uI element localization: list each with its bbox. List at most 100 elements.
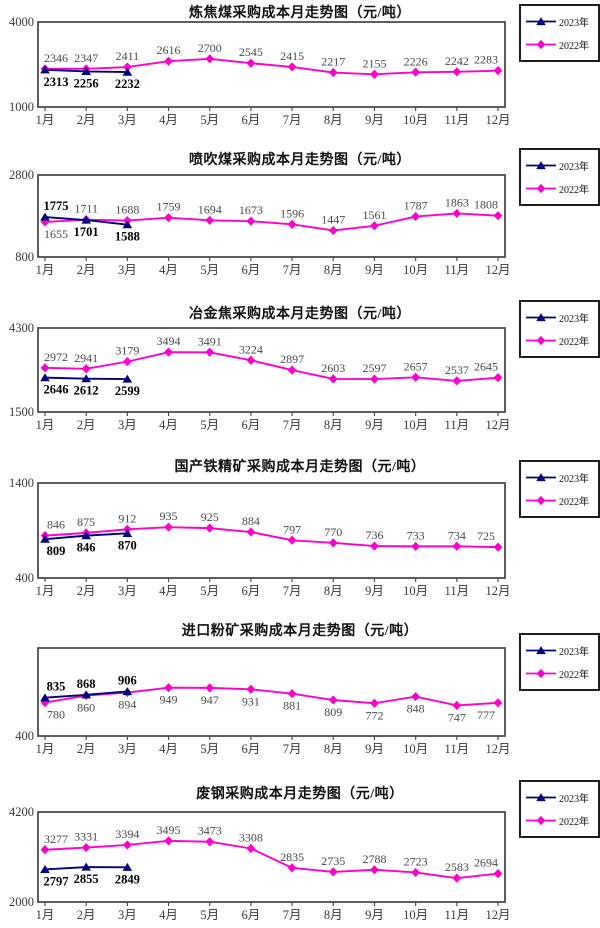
data-point-label: 2346	[44, 51, 68, 65]
legend-label: 2023年	[559, 162, 589, 173]
legend-entry-2022: 2022年	[526, 666, 593, 681]
series-2022-marker-icon	[246, 684, 256, 694]
series-2022-marker-icon	[411, 67, 421, 77]
data-point-label: 935	[160, 509, 178, 523]
legend-scrap-steel: 2023年 2022年	[519, 780, 600, 838]
chart-block-coking-coal: 炼焦煤采购成本月走势图（元/吨） 4000 1000 1月 2月 3月 4月 5月 6月 7月 8月…	[0, 0, 600, 145]
x-axis-month-label: 10月	[403, 113, 428, 127]
data-point-label: 947	[201, 693, 219, 707]
chart-block-imported-fine-ore: 进口粉矿采购成本月走势图（元/吨） 400 1月 2月 3月 4月 5月 6月 7月 8月 9月 10…	[0, 610, 600, 765]
data-point-label: 949	[160, 693, 178, 707]
x-axis-month-label: 3月	[118, 742, 137, 756]
series-2023-marker-icon	[40, 212, 50, 221]
data-point-label: 3494	[157, 334, 181, 348]
series-2022-marker-icon	[493, 698, 503, 708]
x-axis-month-label: 2月	[77, 113, 96, 127]
data-point-label: 770	[324, 525, 342, 539]
x-axis-month-label: 9月	[365, 113, 384, 127]
series-2022-marker-icon	[40, 845, 50, 855]
data-point-label: 3495	[157, 823, 181, 837]
x-axis-month-label: 8月	[324, 263, 343, 277]
x-axis-month-label: 9月	[365, 584, 384, 598]
data-point-label: 3331	[74, 830, 98, 844]
legend-marker-icon	[536, 495, 546, 506]
x-axis-month-label: 9月	[365, 263, 384, 277]
data-point-label: 2313	[44, 75, 69, 89]
y-axis-min-label: 400	[15, 729, 34, 743]
chart-block-domestic-iron-concentrate: 国产铁精矿采购成本月走势图（元/吨） 1400 400 1月 2月 3月 4月 5月 6月 7月 8…	[0, 450, 600, 610]
series-2022-marker-icon	[246, 216, 256, 226]
series-2022-marker-icon	[452, 873, 462, 883]
legend-label: 2022年	[559, 817, 589, 828]
data-point-label: 1808	[474, 198, 498, 212]
legend-marker-icon	[536, 815, 546, 826]
plot-border	[37, 647, 506, 737]
data-point-label: 2645	[474, 360, 498, 374]
x-axis-month-label: 1月	[36, 742, 55, 756]
y-axis-min-label: 1000	[9, 100, 34, 114]
data-point-label: 2155	[362, 56, 386, 70]
legend-sample-triangle-icon	[526, 17, 556, 26]
data-point-label: 2242	[445, 54, 469, 68]
x-axis-month-label: 3月	[118, 113, 137, 127]
series-2023-marker-icon	[122, 67, 133, 76]
legend-marker-icon	[536, 39, 546, 50]
series-2022-marker-icon	[411, 691, 421, 702]
data-point-label: 870	[118, 538, 137, 552]
data-point-label: 2694	[474, 856, 498, 870]
x-axis-month-label: 11月	[445, 263, 470, 277]
y-axis-max-label: 2800	[9, 168, 34, 182]
x-axis-month-label: 6月	[242, 908, 261, 922]
data-point-label: 2616	[157, 43, 181, 57]
x-axis-month-label: 7月	[283, 113, 302, 127]
x-axis-month-label: 12月	[485, 584, 510, 598]
data-point-label: 912	[118, 511, 136, 525]
legend-marker-icon	[536, 668, 546, 679]
series-2023-marker-icon	[122, 220, 133, 229]
x-axis-month-label: 4月	[159, 908, 178, 922]
x-axis-month-label: 6月	[242, 113, 261, 127]
x-axis-month-label: 4月	[159, 742, 178, 756]
x-axis-month-label: 3月	[118, 263, 137, 277]
series-2023-marker-icon	[81, 531, 91, 540]
series-2022-marker-icon	[287, 365, 297, 375]
data-point-label: 1673	[239, 203, 263, 217]
legend-coking-coal: 2023年 2022年	[519, 4, 600, 62]
legend-label: 2023年	[559, 647, 589, 658]
x-axis-month-label: 7月	[283, 418, 302, 432]
data-point-label: 2597	[362, 361, 386, 375]
x-axis-month-label: 10月	[403, 418, 428, 432]
series-2022-marker-icon	[370, 698, 379, 708]
series-2022-marker-icon	[411, 541, 421, 551]
data-point-label: 3179	[115, 344, 139, 358]
chart-title-scrap-steel: 废钢采购成本月走势图（元/吨）	[196, 787, 404, 802]
data-point-label: 2226	[404, 54, 428, 68]
data-point-label: 868	[77, 677, 96, 691]
x-axis-month-label: 7月	[283, 263, 302, 277]
data-point-label: 2217	[321, 55, 345, 69]
legend-sample-triangle-icon	[526, 313, 556, 322]
y-axis-min-label: 1500	[9, 405, 34, 419]
plot-border	[37, 174, 506, 258]
legend-sample-triangle-icon	[526, 646, 556, 655]
series-2022-marker-icon	[328, 695, 338, 705]
series-2022-marker-icon	[164, 836, 173, 846]
x-axis-month-label: 9月	[365, 908, 384, 922]
series-2022-marker-icon	[493, 373, 503, 383]
data-point-label: 846	[77, 541, 96, 555]
legend-marker-icon	[536, 17, 546, 26]
x-axis-month-label: 11月	[445, 113, 470, 127]
data-point-label: 1561	[362, 208, 386, 222]
legend-label: 2022年	[559, 41, 589, 52]
data-point-label: 2411	[116, 49, 140, 63]
series-2022-marker-icon	[205, 523, 215, 533]
series-2022-marker-icon	[452, 541, 462, 551]
data-point-label: 2232	[115, 77, 140, 91]
data-point-label: 747	[448, 710, 466, 724]
data-point-label: 3491	[198, 334, 222, 348]
legend-pci-coal: 2023年 2022年	[519, 148, 600, 206]
data-point-label: 1775	[44, 199, 69, 213]
data-point-label: 1759	[157, 200, 181, 214]
x-axis-month-label: 6月	[242, 742, 261, 756]
